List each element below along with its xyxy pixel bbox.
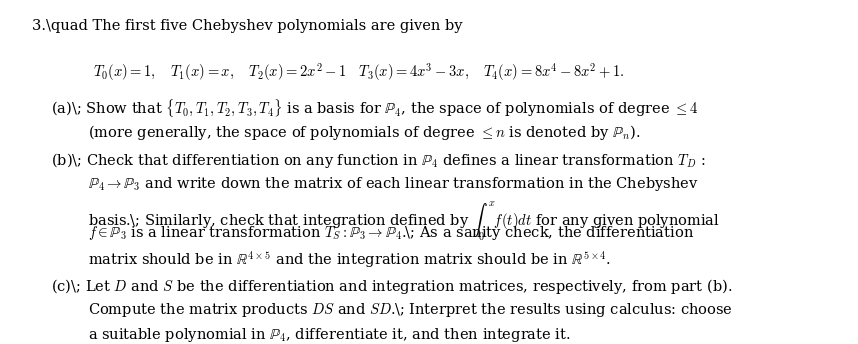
- Text: (more generally, the space of polynomials of degree $\leq n$ is denoted by $\mat: (more generally, the space of polynomial…: [88, 123, 640, 142]
- Text: $f \in \mathbb{P}_3$ is a linear transformation $T_S : \mathbb{P}_3 \to \mathbb{: $f \in \mathbb{P}_3$ is a linear transfo…: [88, 225, 693, 243]
- Text: matrix should be in $\mathbb{R}^{4 \times 5}$ and the integration matrix should : matrix should be in $\mathbb{R}^{4 \time…: [88, 249, 611, 270]
- Text: basis.\; Similarly, check that integration defined by $\int_0^x f(t)dt$ for any : basis.\; Similarly, check that integrati…: [88, 200, 720, 243]
- Text: a suitable polynomial in $\mathbb{P}_4$, differentiate it, and then integrate it: a suitable polynomial in $\mathbb{P}_4$,…: [88, 326, 571, 344]
- Text: $\mathbb{P}_4 \to \mathbb{P}_3$ and write down the matrix of each linear transfo: $\mathbb{P}_4 \to \mathbb{P}_3$ and writ…: [88, 175, 698, 193]
- Text: Compute the matrix products $DS$ and $SD$.\; Interpret the results using calculu: Compute the matrix products $DS$ and $SD…: [88, 301, 733, 320]
- Text: (a)\; Show that $\{T_0, T_1, T_2, T_3, T_4\}$ is a basis for $\mathbb{P}_4$, the: (a)\; Show that $\{T_0, T_1, T_2, T_3, T…: [51, 98, 698, 119]
- Text: 3.\quad The first five Chebyshev polynomials are given by: 3.\quad The first five Chebyshev polynom…: [32, 19, 462, 33]
- Text: $T_0(x) = 1, \quad T_1(x) = x, \quad T_2(x) = 2x^2 - 1 \quad T_3(x) = 4x^3 - 3x,: $T_0(x) = 1, \quad T_1(x) = x, \quad T_2…: [94, 61, 625, 83]
- Text: (c)\; Let $D$ and $S$ be the differentiation and integration matrices, respectiv: (c)\; Let $D$ and $S$ be the differentia…: [51, 277, 733, 296]
- Text: (b)\; Check that differentiation on any function in $\mathbb{P}_4$ defines a lin: (b)\; Check that differentiation on any …: [51, 151, 705, 170]
